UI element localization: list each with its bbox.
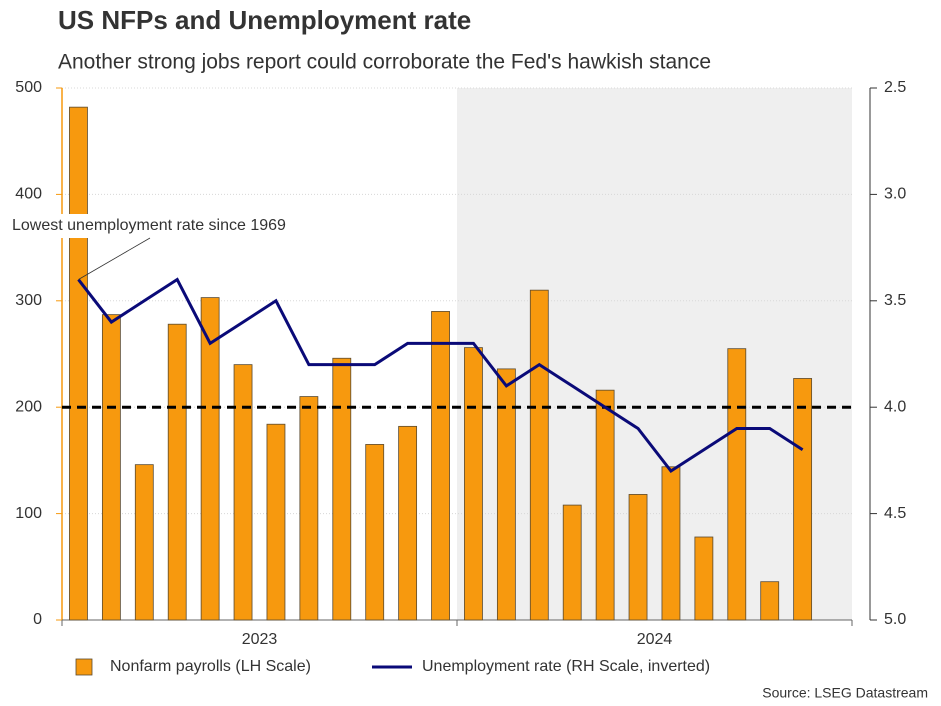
bar [595, 389, 615, 621]
x-group-label: 2024 [637, 631, 673, 648]
bar [529, 289, 549, 621]
chart-subtitle: Another strong jobs report could corrobo… [58, 51, 711, 74]
annotation-leader [78, 237, 151, 280]
bar [431, 311, 450, 621]
bar [727, 348, 747, 621]
line [77, 277, 804, 474]
shaded-region [457, 88, 852, 620]
bar [332, 357, 352, 621]
y-tick-label: 300 [15, 292, 42, 309]
bar [299, 396, 319, 621]
bar [101, 314, 121, 621]
bar [464, 347, 483, 621]
bar [760, 581, 780, 621]
bar [266, 423, 286, 621]
bar [793, 378, 813, 621]
chart-title: US NFPs and Unemployment rate [58, 5, 471, 35]
legend-swatch [75, 658, 93, 676]
y2-tick-label: 5.0 [884, 611, 906, 628]
y2-tick-label: 3.5 [884, 292, 906, 309]
legend-label: Nonfarm payrolls (LH Scale) [110, 658, 311, 675]
bar [69, 106, 88, 621]
bar [628, 494, 648, 621]
y-tick-label: 400 [15, 186, 42, 203]
bar [661, 466, 681, 621]
bar [365, 444, 385, 621]
bar [233, 364, 253, 621]
bar [200, 297, 220, 621]
y-tick-label: 500 [15, 79, 42, 96]
annotation: Lowest unemployment rate since 1969 [12, 217, 286, 234]
bar [398, 425, 418, 621]
bar [496, 368, 516, 621]
y-tick-label: 100 [15, 505, 42, 522]
source: Source: LSEG Datastream [762, 685, 928, 701]
y2-tick-label: 4.5 [884, 505, 906, 522]
y-tick-label: 0 [33, 611, 42, 628]
annotation-bg [8, 214, 336, 238]
bar [134, 464, 154, 621]
x-group-label: 2023 [242, 631, 278, 648]
y2-tick-label: 4.0 [884, 398, 906, 415]
legend-label: Unemployment rate (RH Scale, inverted) [422, 658, 710, 675]
bar [694, 536, 714, 621]
y2-tick-label: 3.0 [884, 186, 906, 203]
y2-tick-label: 2.5 [884, 79, 906, 96]
bar [562, 504, 582, 621]
bar [167, 323, 187, 621]
y-tick-label: 200 [15, 398, 42, 415]
